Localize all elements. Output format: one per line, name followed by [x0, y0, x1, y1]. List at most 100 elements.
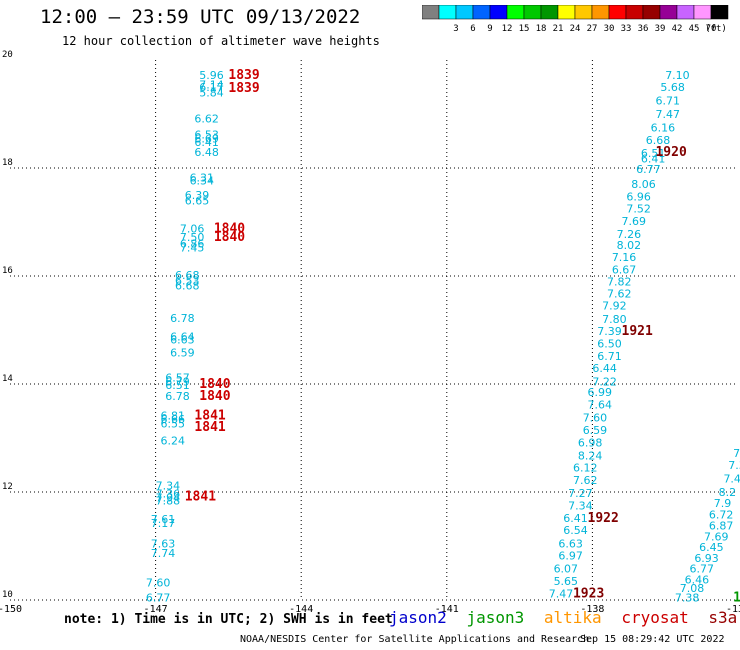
data-point-label: 7.10: [665, 69, 690, 82]
x-tick-label: -147: [144, 604, 168, 615]
data-point-label: 7.69: [704, 530, 729, 543]
data-point-label: 6.44: [592, 362, 617, 375]
data-point-label: 8.02: [617, 239, 642, 252]
data-point-label: 6.86: [180, 238, 205, 251]
data-point-label: 7.26: [617, 228, 642, 241]
data-point-label: 6.55: [160, 417, 185, 430]
data-point-label: 6.77: [146, 591, 171, 604]
data-point-label: 7.39: [597, 325, 622, 338]
time-annotation: 1922: [588, 511, 619, 526]
mission-jason2: jason2: [389, 608, 447, 627]
data-point-label: 6.41: [194, 136, 219, 149]
data-point-label: 6.24: [160, 435, 185, 448]
data-point-label: 7.06: [180, 222, 205, 235]
legend-tick-label: 12: [502, 24, 513, 34]
data-point-label: 6.79: [165, 375, 190, 388]
data-point-label: 7.94: [156, 491, 181, 504]
footer-note: note: 1) Time is in UTC; 2) SWH is in fe…: [64, 612, 393, 627]
data-point-label: 6.77: [636, 163, 661, 176]
data-point-label: 6.46: [685, 573, 710, 586]
data-point-label: 7.92: [602, 300, 627, 313]
data-point-label: 6.48: [194, 146, 219, 159]
data-point-label: 5.84: [199, 86, 224, 99]
time-annotation: 1840: [214, 221, 245, 236]
x-tick-label: -150: [0, 604, 22, 615]
data-point-label: 7.62: [607, 287, 632, 300]
legend-tick-label: 36: [638, 24, 649, 34]
data-point-label: 7.69: [622, 215, 647, 228]
data-point-label: 6.17: [199, 81, 224, 94]
data-point-label: 6.53: [194, 129, 219, 142]
data-point-label: 6.77: [689, 563, 714, 576]
data-point-label: 7.3: [733, 447, 740, 460]
data-point-label: 7.27: [568, 487, 593, 500]
data-point-label: 7.50: [180, 231, 205, 244]
y-tick-label: 14: [2, 374, 13, 384]
data-point-label: 7.52: [626, 203, 651, 216]
data-point-label: 6.81: [160, 409, 185, 422]
time-annotation: 1840: [199, 377, 230, 392]
legend-tick-label: 24: [570, 24, 581, 34]
data-point-label: 6.53: [175, 274, 200, 287]
credit-text: NOAA/NESDIS Center for Satellite Applica…: [240, 634, 590, 645]
data-point-label: 6.12: [573, 462, 598, 475]
y-tick-label: 12: [2, 482, 13, 492]
data-point-label: 7.9: [714, 497, 732, 510]
y-tick-label: 18: [2, 158, 13, 168]
data-point-label: 6.07: [554, 563, 579, 576]
data-point-label: 5.65: [554, 575, 579, 588]
data-point-label: 6.87: [709, 519, 734, 532]
data-point-label: 6.41: [563, 512, 588, 525]
y-tick-label: 16: [2, 266, 13, 276]
data-point-label: 6.45: [699, 541, 724, 554]
data-point-label: 6.78: [165, 390, 190, 403]
chart-title: 12:00 — 23:59 UTC 09/13/2022: [40, 6, 361, 28]
data-point-label: 7.60: [146, 577, 171, 590]
data-point-label: 5.68: [660, 81, 685, 94]
data-point-label: 6.34: [190, 174, 215, 187]
data-point-label: 7.17: [151, 517, 176, 530]
time-annotation: 1921: [622, 324, 653, 339]
legend-tick-label: 45: [689, 24, 700, 34]
data-point-label: 8.06: [631, 178, 656, 191]
legend-tick-label: 42: [672, 24, 683, 34]
time-annotation: 1920: [655, 145, 686, 160]
chart-subtitle: 12 hour collection of altimeter wave hei…: [62, 34, 380, 48]
data-point-label: 6.59: [170, 347, 195, 360]
time-annotation: 1840: [214, 230, 245, 245]
data-point-label: 7.16: [612, 251, 637, 264]
data-point-label: 6.78: [170, 312, 195, 325]
legend-tick-label: 70: [706, 24, 717, 34]
data-point-label: 6.41: [641, 152, 666, 165]
data-point-label: 7.80: [602, 313, 627, 326]
data-point-label: 6.62: [194, 112, 219, 125]
data-point-label: 6.69: [194, 132, 219, 145]
data-point-label: 6.67: [612, 264, 637, 277]
mission-cryosat: cryosat: [621, 608, 689, 627]
legend-tick-label: 39: [655, 24, 666, 34]
time-annotation: 1923: [573, 587, 604, 602]
data-point-label: 6.31: [190, 172, 215, 185]
data-point-label: 7.61: [151, 513, 176, 526]
data-point-label: 7.74: [151, 547, 176, 560]
data-point-label: 6.51: [641, 147, 666, 160]
data-point-label: 6.54: [563, 524, 588, 537]
data-point-label: 6.66: [160, 413, 185, 426]
data-point-label: 7.82: [607, 275, 632, 288]
legend-tick-label: 21: [553, 24, 564, 34]
data-point-label: 7.3: [728, 459, 740, 472]
x-tick-label: -135: [726, 604, 740, 615]
data-point-label: 7.64: [588, 399, 613, 412]
data-point-label: 7.22: [592, 375, 617, 388]
data-point-label: 6.64: [170, 330, 195, 343]
legend-tick-label: 3: [453, 24, 458, 34]
legend-tick-label: 30: [604, 24, 615, 34]
time-annotation: 1841: [185, 489, 216, 504]
data-point-label: 8.24: [578, 449, 603, 462]
legend-tick-label: 18: [536, 24, 547, 34]
x-tick-label: -138: [580, 604, 604, 615]
data-point-label: 7.38: [675, 591, 700, 604]
x-tick-label: -141: [435, 604, 459, 615]
data-point-label: 6.65: [185, 194, 210, 207]
data-point-label: 7.34: [156, 480, 181, 493]
